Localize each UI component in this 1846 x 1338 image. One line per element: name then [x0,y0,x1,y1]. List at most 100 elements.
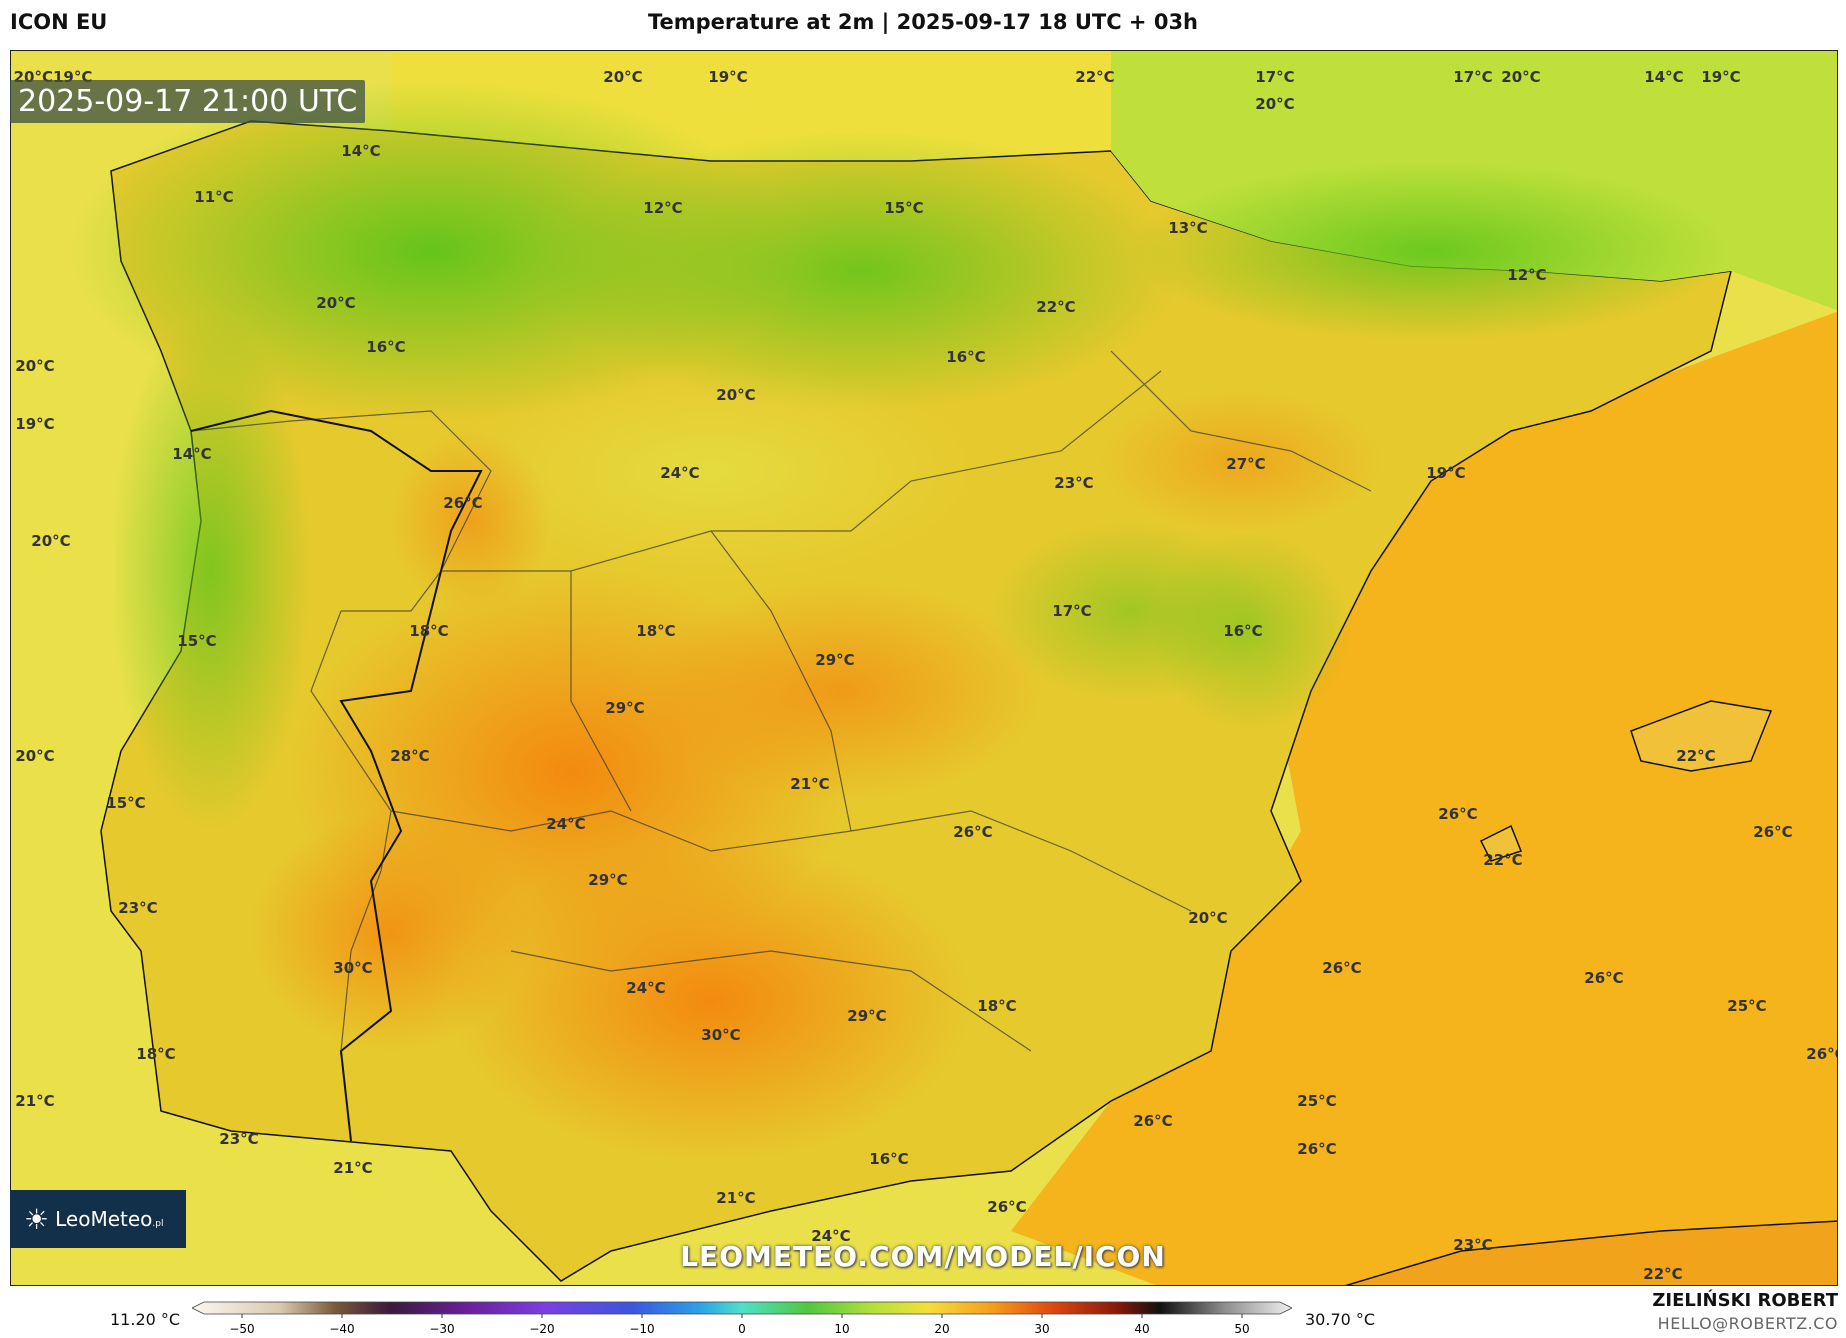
temperature-label: 17°C [1052,602,1092,620]
temperature-label: 26°C [1753,823,1793,841]
temperature-label: 20°C [15,747,55,765]
map-canvas [11,51,1837,1285]
mediterranean-sea [1011,311,1837,1285]
temperature-label: 23°C [1453,1236,1493,1254]
valid-time-stamp: 2025-09-17 21:00 UTC [10,80,366,123]
scale-tick-label: 50 [1234,1322,1249,1336]
temperature-label: 16°C [869,1150,909,1168]
temperature-label: 29°C [605,699,645,717]
author-email[interactable]: HELLO@ROBERTZ.CO [1657,1314,1838,1333]
temperature-label: 23°C [1054,474,1094,492]
scale-tick-label: 0 [738,1322,746,1336]
temperature-label: 26°C [1322,959,1362,977]
temperature-label: 20°C [1255,95,1295,113]
temperature-label: 18°C [636,622,676,640]
site-watermark: LEOMETEO.COM/MODEL/ICON [680,1240,1166,1273]
temperature-label: 12°C [643,199,683,217]
temperature-label: 14°C [1644,68,1684,86]
temperature-label: 30°C [701,1026,741,1044]
temperature-label: 26°C [987,1198,1027,1216]
temperature-label: 28°C [390,747,430,765]
legend-max-value: 30.70 °C [1305,1310,1376,1329]
model-name: ICON EU [10,10,108,34]
temperature-label: 14°C [172,445,212,463]
temperature-label: 15°C [884,199,924,217]
temperature-label: 16°C [366,338,406,356]
temperature-label: 26°C [953,823,993,841]
temperature-label: 19°C [1426,464,1466,482]
africa-land [1345,1220,1837,1285]
temperature-label: 23°C [118,899,158,917]
temperature-label: 22°C [1643,1265,1683,1283]
temperature-label: 30°C [333,959,373,977]
temperature-label: 26°C [1584,969,1624,987]
temperature-label: 19°C [708,68,748,86]
temperature-label: 17°C [1255,68,1295,86]
portugal-border [190,409,483,1142]
color-scale-bar: −50 −40 −30 −20 −10 0 10 20 30 40 50 [192,1301,1292,1336]
temperature-label: 13°C [1168,219,1208,237]
temperature-label: 18°C [136,1045,176,1063]
temperature-label: 20°C [1501,68,1541,86]
temperature-label: 20°C [15,357,55,375]
temperature-label: 21°C [716,1189,756,1207]
temperature-label: 21°C [333,1159,373,1177]
sun-icon: ☀ [24,1202,50,1236]
temperature-label: 25°C [1297,1092,1337,1110]
temperature-label: 22°C [1483,851,1523,869]
temperature-label: 17°C [1453,68,1493,86]
temperature-label: 22°C [1075,68,1115,86]
temperature-label: 23°C [219,1130,259,1148]
temperature-label: 24°C [626,979,666,997]
temperature-label: 12°C [1507,266,1547,284]
temperature-label: 20°C [31,532,71,550]
temperature-label: 20°C [316,294,356,312]
temperature-label: 21°C [15,1092,55,1110]
author-name: ZIELIŃSKI ROBERT [1652,1290,1838,1311]
temperature-map[interactable]: 20°C 19°C 20°C 19°C 22°C 17°C 17°C 20°C 14°C 19°C… [10,50,1838,1286]
temperature-label: 26°C [1438,805,1478,823]
mallorca [1630,700,1773,772]
temperature-label: 21°C [790,775,830,793]
logo-text: LeoMeteo.pl [55,1207,164,1231]
temperature-label: 24°C [660,464,700,482]
scale-tick-label: −10 [629,1322,654,1336]
temperature-label: 25°C [1727,997,1767,1015]
scale-tick-label: 20 [934,1322,949,1336]
temperature-label: 29°C [588,871,628,889]
temperature-label: 20°C [1188,909,1228,927]
temperature-label: 29°C [847,1007,887,1025]
scale-tick-label: 40 [1134,1322,1149,1336]
temperature-label: 26°C [1133,1112,1173,1130]
leometeo-logo[interactable]: ☀ LeoMeteo.pl [10,1190,186,1248]
scale-tick-label: −20 [529,1322,554,1336]
temperature-label: 24°C [811,1227,851,1245]
temperature-label: 29°C [815,651,855,669]
temperature-label: 19°C [1701,68,1741,86]
temperature-label: 15°C [177,632,217,650]
temperature-label: 18°C [977,997,1017,1015]
temperature-label: 20°C [603,68,643,86]
chart-title: Temperature at 2m | 2025-09-17 18 UTC + … [647,10,1199,34]
scale-tick-label: 10 [834,1322,849,1336]
temperature-label: 22°C [1676,747,1716,765]
ibiza [1479,824,1522,862]
temperature-label: 20°C [716,386,756,404]
scale-tick-label: −40 [329,1322,354,1336]
legend-min-value: 11.20 °C [110,1310,181,1329]
temperature-label: 19°C [15,415,55,433]
temperature-label: 26°C [1297,1140,1337,1158]
scale-tick-label: 30 [1034,1322,1049,1336]
scale-tick-label: −30 [429,1322,454,1336]
temperature-label: 11°C [194,188,234,206]
temperature-label: 15°C [106,794,146,812]
temperature-label: 24°C [299,1285,338,1286]
temperature-label: 26°C [443,494,483,512]
temperature-label: 14°C [341,142,381,160]
temperature-label: 18°C [409,622,449,640]
temperature-label: 22°C [1036,298,1076,316]
temperature-label: 24°C [546,815,586,833]
temperature-label: 26°C [1806,1045,1837,1063]
temperature-label: 16°C [1223,622,1263,640]
temperature-label: 27°C [1226,455,1266,473]
